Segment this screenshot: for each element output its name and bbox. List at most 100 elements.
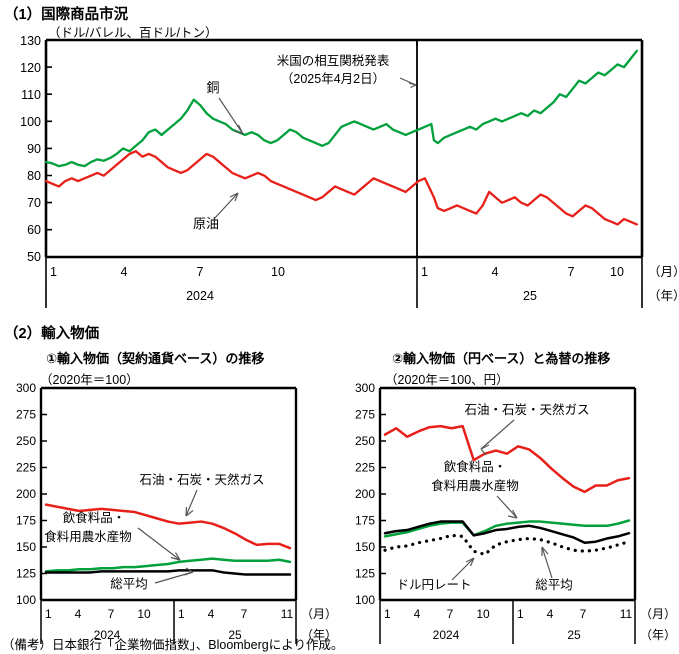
fx-label-yen: ドル円レート bbox=[396, 578, 471, 592]
series-crude-line bbox=[44, 150, 639, 226]
svg-text:4: 4 bbox=[75, 607, 82, 621]
series-energy-contract bbox=[44, 503, 292, 550]
chart1-svg: 130 120 110 100 90 80 70 60 50 米 bbox=[20, 34, 679, 308]
chart1-axis-year: （年） bbox=[648, 289, 679, 303]
chart2a-total-annotation: 総平均 bbox=[110, 567, 194, 591]
svg-text:250: 250 bbox=[355, 434, 375, 448]
svg-text:120: 120 bbox=[20, 61, 41, 75]
svg-text:2024: 2024 bbox=[433, 628, 460, 642]
svg-text:7: 7 bbox=[568, 265, 575, 279]
food-label-contract-1: 飲食料品・ bbox=[63, 510, 126, 525]
svg-text:4: 4 bbox=[414, 607, 421, 621]
svg-text:175: 175 bbox=[355, 514, 375, 528]
chart2a-x-axis bbox=[40, 600, 297, 644]
series-energy-yen bbox=[383, 424, 631, 494]
series-total-yen bbox=[383, 520, 631, 545]
svg-text:275: 275 bbox=[16, 408, 36, 422]
chart1-event-annotation: 米国の相互関税発表 （2025年4月2日） bbox=[277, 54, 417, 89]
svg-text:125: 125 bbox=[16, 567, 36, 581]
svg-text:25: 25 bbox=[523, 289, 537, 303]
chart-import-prices-yen: 300 275 250 225 200 175 150 125 100 石油・石… bbox=[339, 381, 679, 647]
chart2a-axis-year: （年） bbox=[301, 628, 337, 642]
series-copper-line bbox=[44, 49, 639, 168]
svg-text:2024: 2024 bbox=[94, 628, 121, 642]
event-annotation-line1: 米国の相互関税発表 bbox=[277, 54, 390, 68]
svg-text:25: 25 bbox=[228, 628, 242, 642]
copper-label: 銅 bbox=[206, 80, 219, 95]
series-food-yen bbox=[383, 519, 631, 538]
crude-label: 原油 bbox=[193, 216, 219, 231]
svg-text:10: 10 bbox=[271, 265, 285, 279]
energy-label-yen: 石油・石炭・天然ガス bbox=[464, 402, 589, 417]
section1-title: （1）国際商品市況 bbox=[4, 7, 129, 23]
svg-text:250: 250 bbox=[16, 434, 36, 448]
svg-text:7: 7 bbox=[108, 607, 115, 621]
chart2b-svg: 300 275 250 225 200 175 150 125 100 石油・石… bbox=[355, 381, 676, 644]
svg-text:2024: 2024 bbox=[186, 289, 214, 303]
svg-text:25: 25 bbox=[567, 628, 581, 642]
section1-unit-label: （ドル/バレル、百ドル/トン） bbox=[48, 26, 218, 40]
chart2b-axis-month: （月） bbox=[640, 607, 676, 621]
svg-text:1: 1 bbox=[45, 607, 52, 621]
food-label-contract-2: 食料用農水産物 bbox=[44, 529, 132, 544]
svg-text:200: 200 bbox=[355, 487, 375, 501]
svg-text:275: 275 bbox=[355, 408, 375, 422]
svg-text:100: 100 bbox=[20, 115, 41, 129]
chart1-x-tick-labels: 1 4 7 10 1 4 7 10 2024 25 （月） （年） bbox=[50, 265, 679, 303]
chart2a-svg: 300 275 250 225 200 175 150 125 100 石油・石… bbox=[16, 381, 337, 644]
svg-text:4: 4 bbox=[208, 607, 215, 621]
svg-text:1: 1 bbox=[384, 607, 391, 621]
chart2a-y-axis: 300 275 250 225 200 175 150 125 100 bbox=[16, 381, 36, 607]
chart2b-x-tick-labels: 1 4 7 10 1 4 7 11 2024 25 （月） （年） bbox=[384, 607, 676, 642]
svg-text:100: 100 bbox=[16, 593, 36, 607]
svg-text:7: 7 bbox=[580, 607, 587, 621]
svg-text:7: 7 bbox=[197, 265, 204, 279]
svg-text:4: 4 bbox=[547, 607, 554, 621]
footnote: （備考）日本銀行「企業物価指数」、Bloombergにより作成。 bbox=[2, 638, 344, 652]
section2-title: （2）輸入物価 bbox=[4, 326, 100, 342]
series-food-contract bbox=[44, 557, 292, 573]
svg-text:300: 300 bbox=[355, 381, 375, 395]
chart2b-frame bbox=[378, 386, 637, 602]
energy-label-contract: 石油・石炭・天然ガス bbox=[139, 472, 264, 487]
chart2b-total-annotation: 総平均 bbox=[535, 546, 573, 592]
svg-text:4: 4 bbox=[121, 265, 128, 279]
chart2b-fx-annotation: ドル円レート bbox=[396, 557, 475, 592]
chart2a-unit-label: （2020年＝100） bbox=[40, 373, 139, 387]
svg-text:11: 11 bbox=[281, 607, 294, 621]
chart1-x-axis bbox=[45, 40, 643, 308]
svg-text:10: 10 bbox=[610, 265, 624, 279]
chart1-crude-annotation: 原油 bbox=[193, 192, 239, 231]
svg-text:175: 175 bbox=[16, 514, 36, 528]
svg-text:60: 60 bbox=[27, 223, 41, 237]
series-total-contract bbox=[44, 569, 292, 576]
svg-text:100: 100 bbox=[355, 593, 375, 607]
svg-text:1: 1 bbox=[421, 265, 428, 279]
svg-text:1: 1 bbox=[178, 607, 185, 621]
svg-text:300: 300 bbox=[16, 381, 36, 395]
chart1-frame bbox=[44, 38, 644, 259]
svg-text:1: 1 bbox=[517, 607, 524, 621]
svg-text:10: 10 bbox=[137, 607, 151, 621]
svg-text:150: 150 bbox=[16, 540, 36, 554]
chart1-axis-month: （月） bbox=[648, 265, 679, 279]
svg-text:70: 70 bbox=[27, 196, 41, 210]
chart-commodity-prices: 130 120 110 100 90 80 70 60 50 米 bbox=[0, 34, 679, 321]
svg-text:130: 130 bbox=[20, 34, 41, 48]
chart2b-y-axis: 300 275 250 225 200 175 150 125 100 bbox=[355, 381, 375, 607]
svg-text:11: 11 bbox=[620, 607, 633, 621]
svg-text:7: 7 bbox=[241, 607, 248, 621]
svg-text:110: 110 bbox=[21, 88, 41, 102]
chart1-y-axis: 130 120 110 100 90 80 70 60 50 bbox=[20, 34, 41, 264]
chart2a-axis-month: （月） bbox=[301, 607, 337, 621]
chart2a-energy-annotation: 石油・石炭・天然ガス bbox=[139, 472, 265, 517]
chart-import-prices-contract: 300 275 250 225 200 175 150 125 100 石油・石… bbox=[0, 381, 340, 647]
svg-text:80: 80 bbox=[27, 169, 41, 183]
svg-text:90: 90 bbox=[27, 142, 41, 156]
svg-text:7: 7 bbox=[447, 607, 454, 621]
chart2b-unit-label: （2020年＝100、円） bbox=[385, 373, 509, 387]
svg-text:150: 150 bbox=[355, 540, 375, 554]
chart2a-food-annotation: 飲食料品・ 食料用農水産物 bbox=[44, 510, 181, 561]
svg-text:225: 225 bbox=[355, 461, 375, 475]
chart2b-axis-year: （年） bbox=[640, 628, 676, 642]
